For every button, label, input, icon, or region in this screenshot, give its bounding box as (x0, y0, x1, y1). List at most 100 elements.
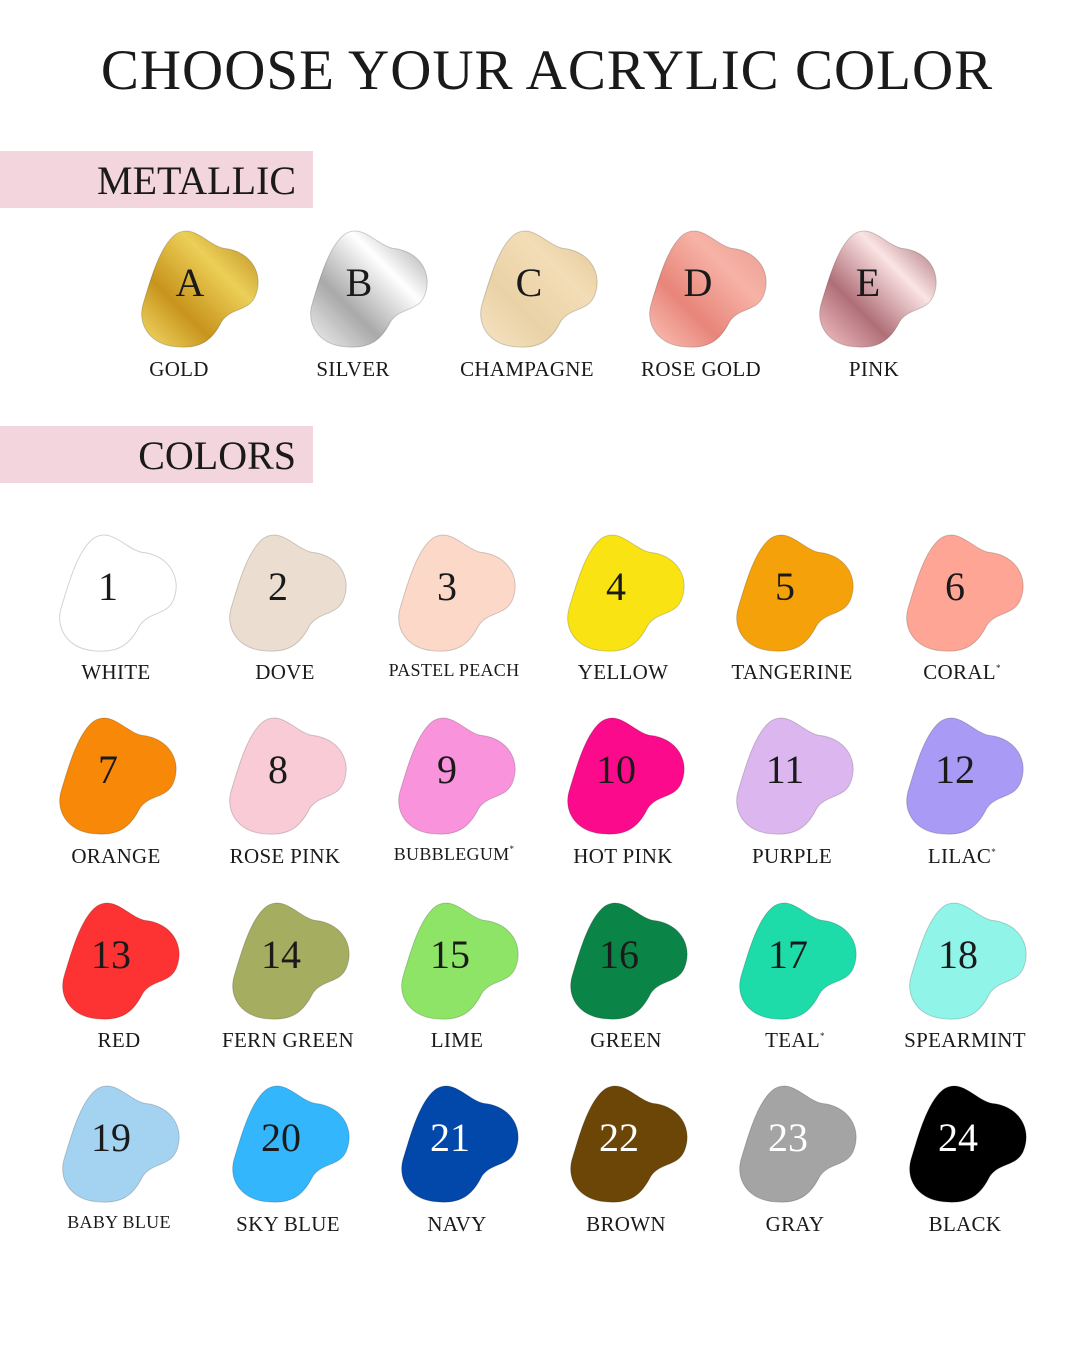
metallic-section-banner: METALLIC (0, 151, 313, 208)
swatch-name: ROSE GOLD (641, 357, 761, 381)
swatch-number: 4 (606, 564, 626, 609)
swatch-number: 14 (261, 932, 301, 977)
swatch-label: ORANGE (16, 844, 216, 869)
swatch-name: TANGERINE (731, 660, 853, 684)
swatch-number: 3 (437, 564, 457, 609)
blob-shape (232, 902, 350, 1020)
blob-fill (739, 1085, 857, 1203)
swatch-number: 5 (775, 564, 795, 609)
swatch-number: E (855, 260, 881, 305)
color-swatch[interactable]: 14 (231, 900, 351, 1020)
blob-fill (909, 902, 1027, 1020)
swatch-number: 23 (768, 1115, 808, 1160)
blob-shape (649, 230, 767, 348)
color-swatch[interactable]: 3 (397, 532, 517, 652)
color-swatch[interactable]: 4 (566, 532, 686, 652)
blob-fill (739, 902, 857, 1020)
color-swatch[interactable]: 13 (61, 900, 181, 1020)
blob-shape (229, 717, 347, 835)
color-swatch[interactable]: C (479, 228, 599, 348)
blob-fill (567, 534, 685, 652)
color-swatch[interactable]: 19 (61, 1083, 181, 1203)
blob-shape (570, 1085, 688, 1203)
swatch-label: TANGERINE (692, 660, 892, 685)
color-swatch[interactable]: 7 (58, 715, 178, 835)
blob-shape (906, 534, 1024, 652)
color-swatch[interactable]: 8 (228, 715, 348, 835)
swatch-label: LILAC* (862, 844, 1062, 869)
blob-shape (401, 1085, 519, 1203)
swatch-number: C (515, 260, 543, 305)
blob-fill (401, 902, 519, 1020)
swatch-number: 21 (430, 1115, 470, 1160)
swatch-number: 16 (599, 932, 639, 977)
color-swatch[interactable]: 15 (400, 900, 520, 1020)
colors-section-banner: COLORS (0, 426, 313, 483)
blob-fill (567, 717, 685, 835)
color-swatch[interactable]: B (309, 228, 429, 348)
swatch-label: SPEARMINT (865, 1028, 1065, 1053)
swatch-name: ROSE PINK (229, 844, 341, 868)
swatch-name: SPEARMINT (904, 1028, 1026, 1052)
swatch-label: ROSE GOLD (601, 357, 801, 382)
color-swatch[interactable]: 22 (569, 1083, 689, 1203)
colors-section-heading: COLORS (138, 433, 296, 478)
blob-shape (567, 534, 685, 652)
color-swatch[interactable]: E (818, 228, 938, 348)
color-swatch[interactable]: 16 (569, 900, 689, 1020)
color-swatch[interactable]: 2 (228, 532, 348, 652)
swatch-number: 15 (430, 932, 470, 977)
blob-shape (736, 717, 854, 835)
swatch-name: BABY BLUE (67, 1212, 171, 1232)
color-swatch[interactable]: 21 (400, 1083, 520, 1203)
blob-fill (229, 534, 347, 652)
blob-fill (62, 902, 180, 1020)
metallic-section-heading: METALLIC (97, 158, 296, 203)
color-swatch[interactable]: 20 (231, 1083, 351, 1203)
asterisk-note: * (509, 844, 515, 854)
color-swatch[interactable]: 11 (735, 715, 855, 835)
color-swatch[interactable]: 24 (908, 1083, 1028, 1203)
color-swatch[interactable]: D (648, 228, 768, 348)
swatch-name: FERN GREEN (222, 1028, 354, 1052)
color-swatch[interactable]: 12 (905, 715, 1025, 835)
blob-fill (141, 230, 259, 348)
swatch-label: YELLOW (523, 660, 723, 685)
color-swatch[interactable]: 18 (908, 900, 1028, 1020)
color-swatch[interactable]: 17 (738, 900, 858, 1020)
blob-shape (398, 717, 516, 835)
blob-shape (480, 230, 598, 348)
swatch-label: BUBBLEGUM* (354, 844, 554, 865)
swatch-name: RED (97, 1028, 141, 1052)
swatch-name: BROWN (586, 1212, 666, 1236)
blob-shape (232, 1085, 350, 1203)
swatch-name: YELLOW (577, 660, 669, 684)
color-swatch[interactable]: 10 (566, 715, 686, 835)
asterisk-note: * (991, 847, 997, 857)
swatch-name: HOT PINK (573, 844, 673, 868)
swatch-number: 17 (768, 932, 808, 977)
blob-fill (229, 717, 347, 835)
page-title: CHOOSE YOUR ACRYLIC COLOR (100, 39, 994, 102)
blob-fill (398, 717, 516, 835)
swatch-label: BABY BLUE (19, 1212, 219, 1233)
blob-shape (570, 902, 688, 1020)
blob-fill (649, 230, 767, 348)
blob-shape (401, 902, 519, 1020)
color-swatch[interactable]: 23 (738, 1083, 858, 1203)
swatch-number: D (683, 260, 713, 305)
color-swatch[interactable]: 1 (58, 532, 178, 652)
blob-fill (59, 534, 177, 652)
color-swatch[interactable]: 5 (735, 532, 855, 652)
swatch-number: 19 (91, 1115, 131, 1160)
color-swatch[interactable]: 9 (397, 715, 517, 835)
color-swatch[interactable]: A (140, 228, 260, 348)
swatch-name: ORANGE (71, 844, 161, 868)
swatch-number: A (175, 260, 205, 305)
swatch-name: TEAL (765, 1028, 821, 1052)
swatch-number: 6 (945, 564, 965, 609)
color-swatch[interactable]: 6 (905, 532, 1025, 652)
blob-shape (59, 534, 177, 652)
blob-shape (398, 534, 516, 652)
swatch-name: NAVY (427, 1212, 487, 1236)
